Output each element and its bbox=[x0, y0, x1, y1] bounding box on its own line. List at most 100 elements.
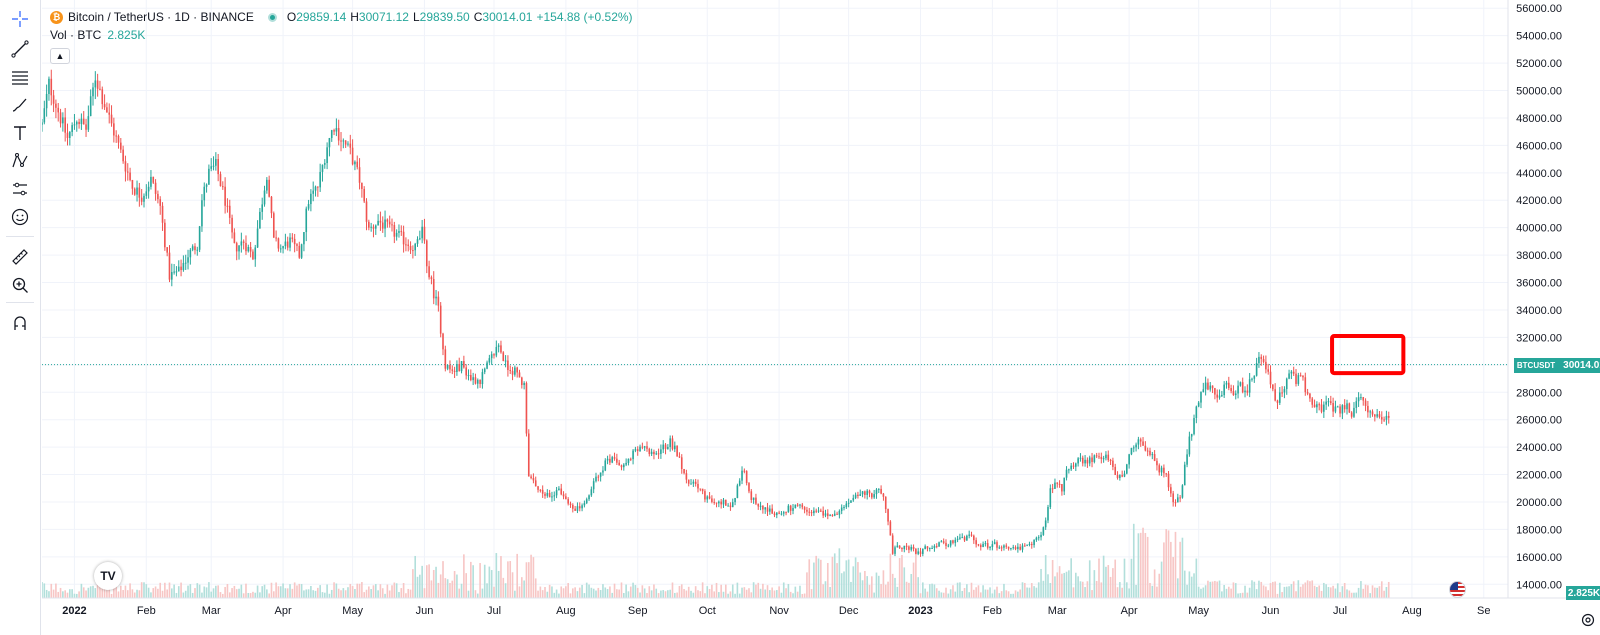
volume-bar bbox=[437, 582, 440, 598]
volume-bar bbox=[931, 583, 933, 598]
volume-bar bbox=[1387, 581, 1390, 598]
volume-bar bbox=[787, 583, 790, 598]
volume-bar bbox=[263, 584, 266, 598]
candle-body bbox=[1095, 455, 1098, 457]
volume-bar bbox=[1369, 593, 1372, 598]
volume-bar bbox=[924, 588, 926, 598]
volume-bar bbox=[880, 584, 882, 598]
candle-body bbox=[463, 361, 465, 368]
price-chart[interactable]: 56000.00 54000.00 52000.00 50000.00 48000.00… bbox=[42, 0, 1600, 635]
candle-body bbox=[840, 507, 843, 511]
candle-body bbox=[1218, 395, 1221, 398]
tradingview-logo[interactable]: TV bbox=[94, 562, 122, 590]
candle-body bbox=[898, 545, 901, 548]
candle-body bbox=[940, 541, 943, 543]
volume-bar bbox=[1216, 581, 1219, 598]
pattern-icon[interactable] bbox=[6, 148, 34, 174]
candle-body bbox=[1262, 359, 1265, 362]
volume-bar bbox=[817, 558, 820, 598]
volume-bar bbox=[534, 578, 537, 598]
volume-bar bbox=[164, 582, 166, 598]
volume-bar bbox=[861, 580, 864, 598]
candle-body bbox=[1081, 457, 1084, 464]
volume-bar bbox=[1193, 573, 1195, 598]
crosshair-icon[interactable] bbox=[6, 6, 34, 32]
chart-legend: ₿ Bitcoin / TetherUS · 1D · BINANCE O 29… bbox=[50, 8, 637, 64]
volume-bar bbox=[108, 582, 111, 598]
volume-bar bbox=[1320, 590, 1323, 598]
volume-bar bbox=[585, 582, 588, 598]
candle-body bbox=[822, 510, 824, 516]
candle-body bbox=[1225, 382, 1228, 385]
candle-body bbox=[1033, 539, 1035, 546]
volume-bar bbox=[1302, 584, 1304, 598]
volume-bar bbox=[680, 584, 683, 598]
candle-body bbox=[1292, 371, 1295, 374]
volume-bar bbox=[1116, 587, 1119, 598]
volume-bar bbox=[82, 587, 85, 598]
fib-retracement-icon[interactable] bbox=[6, 64, 34, 90]
settings-gear-icon[interactable] bbox=[1580, 612, 1596, 628]
volume-bar bbox=[284, 588, 287, 598]
candle-body bbox=[235, 243, 238, 252]
candle-body bbox=[1153, 454, 1156, 461]
candle-body bbox=[534, 480, 537, 487]
candle-body bbox=[1065, 469, 1068, 478]
candle-body bbox=[189, 249, 192, 258]
volume-bar bbox=[938, 590, 940, 598]
volume-label[interactable]: Vol · BTC bbox=[50, 28, 102, 42]
volume-bar bbox=[391, 585, 393, 598]
brush-icon[interactable] bbox=[6, 92, 34, 118]
candle-body bbox=[847, 502, 850, 504]
volume-bar bbox=[1151, 585, 1154, 598]
volume-bar bbox=[1137, 533, 1140, 598]
candle-body bbox=[275, 237, 277, 239]
candle-body bbox=[1341, 405, 1344, 414]
candle-body bbox=[910, 546, 913, 550]
chart-area[interactable]: 56000.00 54000.00 52000.00 50000.00 48000.00… bbox=[42, 0, 1600, 635]
emoji-icon[interactable] bbox=[6, 204, 34, 230]
trend-line-icon[interactable] bbox=[6, 36, 34, 62]
volume-bar bbox=[873, 592, 875, 598]
volume-bar bbox=[395, 583, 398, 598]
volume-bar bbox=[752, 582, 755, 598]
candle-body bbox=[785, 512, 787, 514]
volume-bar bbox=[1188, 571, 1191, 598]
candle-body bbox=[1248, 379, 1251, 393]
zoom-in-icon[interactable] bbox=[6, 272, 34, 298]
ruler-icon[interactable] bbox=[6, 244, 34, 270]
candle-body bbox=[245, 242, 247, 252]
volume-bar bbox=[126, 590, 129, 598]
x-tick-label: Feb bbox=[137, 605, 156, 617]
prediction-icon[interactable] bbox=[6, 176, 34, 202]
volume-bar bbox=[1072, 587, 1075, 598]
volume-bar bbox=[1362, 588, 1365, 598]
us-flag-icon[interactable] bbox=[1449, 581, 1466, 598]
candle-body bbox=[453, 370, 456, 372]
symbol-title[interactable]: Bitcoin / TetherUS · 1D · BINANCE bbox=[68, 10, 254, 24]
candle-body bbox=[618, 462, 620, 466]
candle-body bbox=[133, 188, 136, 195]
candle-body bbox=[465, 367, 467, 376]
volume-bar bbox=[1353, 592, 1355, 598]
candle-body bbox=[896, 545, 899, 548]
candle-body bbox=[259, 211, 261, 229]
chevron-up-icon[interactable]: ▲ bbox=[50, 48, 70, 64]
candle-body bbox=[875, 489, 878, 495]
volume-bar bbox=[1297, 580, 1300, 598]
volume-bar bbox=[928, 584, 931, 598]
candle-body bbox=[1232, 391, 1235, 396]
volume-bar bbox=[711, 584, 713, 598]
candle-body bbox=[1163, 467, 1165, 474]
candle-body bbox=[620, 465, 623, 468]
text-icon[interactable] bbox=[6, 120, 34, 146]
volume-bar bbox=[959, 582, 961, 598]
volume-bar bbox=[636, 587, 639, 598]
volume-bar bbox=[625, 584, 627, 598]
magnet-icon[interactable] bbox=[6, 310, 34, 336]
volume-bar bbox=[210, 591, 213, 598]
volume-bar bbox=[194, 588, 196, 598]
candle-body bbox=[917, 551, 920, 554]
volume-bar bbox=[715, 582, 718, 598]
volume-bar bbox=[597, 587, 600, 598]
